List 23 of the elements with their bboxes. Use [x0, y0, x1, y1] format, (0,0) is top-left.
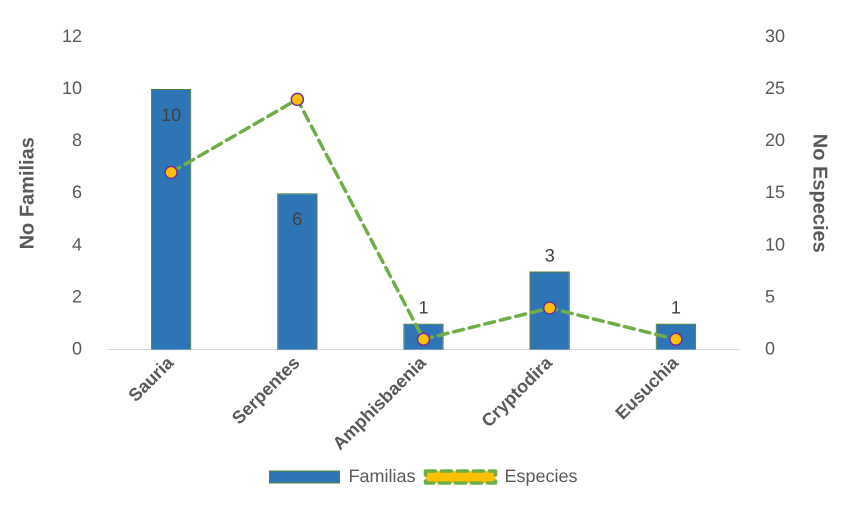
data-label: 10: [161, 104, 182, 125]
data-label: 1: [670, 298, 681, 318]
y2-tick-label: 10: [764, 234, 786, 254]
y-tick-label: 2: [72, 286, 82, 307]
data-label: 1: [418, 298, 429, 318]
data-label: 6: [292, 209, 302, 230]
data-label: 3: [544, 245, 555, 266]
y-tick-label: 8: [72, 130, 82, 150]
y2-tick-label: 25: [764, 78, 786, 98]
y2-tick-label: 20: [764, 130, 786, 150]
y-tick-label: 0: [72, 338, 82, 359]
y-tick-label: 12: [62, 26, 82, 46]
y2-tick-label: 15: [764, 182, 786, 202]
y2-axis-title: No Especies: [808, 134, 830, 253]
legend-label: Familias: [348, 466, 416, 486]
y-tick-label: 4: [72, 234, 82, 254]
y-tick-label: 10: [62, 78, 82, 98]
legend-label: Especies: [504, 466, 578, 486]
y2-tick-label: 30: [764, 26, 786, 46]
y-tick-label: 6: [72, 182, 82, 202]
y2-tick-label: 0: [764, 338, 775, 359]
y-axis-title: No Familias: [16, 137, 39, 250]
y2-tick-label: 5: [764, 286, 775, 307]
